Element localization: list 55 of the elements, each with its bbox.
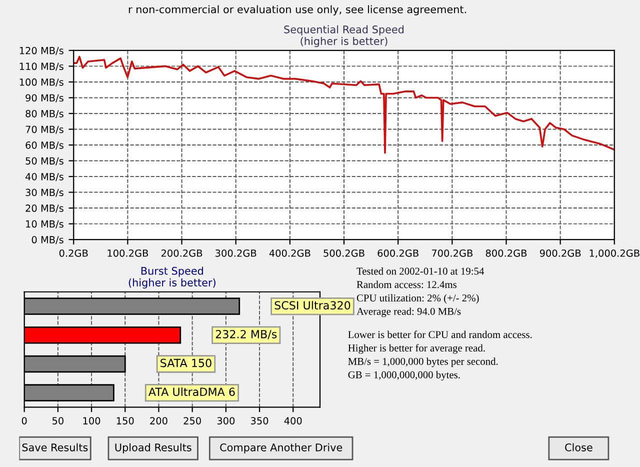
- text: Average read: 94.0 MB/s: [356, 308, 461, 318]
- y-tick-label: 20 MB/s: [26, 204, 64, 213]
- text: Tested on 2002-01-10 at 19:54: [356, 267, 484, 275]
- y-tick-label: 70 MB/s: [26, 126, 64, 134]
- line-series: [74, 56, 614, 154]
- x-tick-label: 300: [217, 417, 235, 424]
- chart-title: Burst Speed: [141, 266, 203, 277]
- chart-subtitle: (higher is better): [300, 36, 388, 48]
- text: Random access: 12.4ms: [356, 280, 456, 288]
- text: Higher is better for average read.: [348, 344, 485, 354]
- x-tick-label: 100: [83, 417, 100, 424]
- x-tick-label: 600.2GB: [378, 249, 418, 257]
- x-tick-label: 150: [116, 417, 134, 424]
- text: r non-commercial or evaluation use only, see license agreement.: [128, 5, 466, 16]
- text: GB = 1,000,000,000 bytes.: [348, 370, 460, 380]
- text: Compare Another Drive: [220, 443, 342, 454]
- x-tick-label: 200: [150, 417, 168, 424]
- x-tick-label: 400.2GB: [269, 249, 310, 257]
- x-tick-label: 0.2GB: [59, 249, 88, 257]
- y-tick-label: 40 MB/s: [25, 173, 64, 182]
- text: Save Results: [22, 443, 88, 452]
- x-tick-label: 250: [184, 417, 201, 424]
- chart-subtitle: (higher is better): [128, 278, 216, 288]
- text: MB/s = 1,000,000 bytes per second.: [348, 358, 498, 368]
- y-tick-label: 90 MB/s: [26, 94, 64, 102]
- x-tick-label: 400: [284, 417, 302, 424]
- y-tick-label: 10 MB/s: [26, 220, 64, 228]
- x-tick-label: 100.2GB: [108, 249, 148, 257]
- text: Close: [565, 443, 592, 452]
- x-tick-label: 500.2GB: [324, 249, 364, 257]
- text: Upload Results: [115, 443, 192, 454]
- y-tick-label: 100 MB/s: [20, 78, 64, 87]
- text: Lower is better for CPU and random access.: [348, 330, 532, 338]
- y-tick-label: 30 MB/s: [26, 188, 64, 197]
- text: CPU utilization: 2% (+/- 2%): [356, 294, 479, 304]
- y-tick-label: ATA UltraDMA 6: [148, 387, 235, 396]
- x-tick-label: 800.2GB: [486, 249, 527, 257]
- y-tick-label: 80 MB/s: [26, 110, 64, 118]
- x-tick-label: 900.2GB: [540, 249, 581, 257]
- x-tick-label: 200.2GB: [161, 249, 202, 257]
- x-tick-label: 50: [52, 417, 64, 424]
- y-tick-label: SATA 150: [160, 358, 212, 368]
- y-tick-label: 110 MB/s: [20, 62, 64, 71]
- y-tick-label: 50 MB/s: [26, 157, 64, 166]
- chart-title: Sequential Read Speed: [284, 25, 404, 36]
- data-label: 232.2 MB/s: [216, 330, 277, 340]
- x-tick-label: 0: [22, 417, 27, 424]
- y-tick-label: 0 MB/s: [32, 236, 64, 244]
- x-tick-label: 700.2GB: [432, 249, 472, 257]
- y-tick-label: 60 MB/s: [26, 141, 64, 150]
- y-tick-label: SCSI Ultra320: [274, 300, 350, 310]
- x-tick-label: 350: [250, 417, 268, 424]
- x-tick-label: 1,000.2GB: [590, 249, 640, 258]
- x-tick-label: 300.2GB: [216, 249, 256, 257]
- y-tick-label: 120 MB/s: [20, 46, 64, 56]
